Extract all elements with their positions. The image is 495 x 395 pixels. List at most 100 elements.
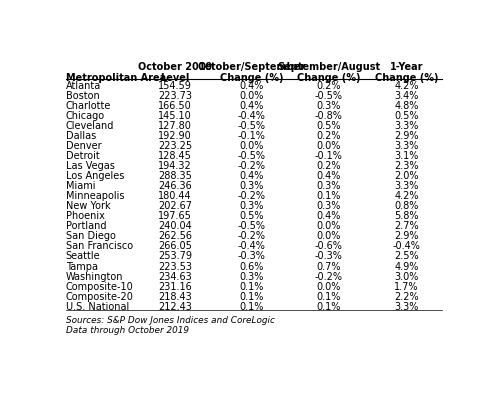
Text: 288.35: 288.35 — [158, 171, 192, 181]
Text: -0.8%: -0.8% — [314, 111, 343, 121]
Text: U.S. National: U.S. National — [66, 302, 129, 312]
Text: Sources: S&P Dow Jones Indices and CoreLogic: Sources: S&P Dow Jones Indices and CoreL… — [66, 316, 275, 325]
Text: -0.5%: -0.5% — [238, 151, 266, 161]
Text: 1.7%: 1.7% — [394, 282, 419, 292]
Text: 3.3%: 3.3% — [394, 181, 419, 191]
Text: -0.6%: -0.6% — [314, 241, 343, 252]
Text: 194.32: 194.32 — [158, 161, 192, 171]
Text: 2.9%: 2.9% — [394, 131, 419, 141]
Text: 240.04: 240.04 — [158, 221, 192, 231]
Text: 2.5%: 2.5% — [394, 252, 419, 261]
Text: 0.2%: 0.2% — [316, 161, 341, 171]
Text: New York: New York — [66, 201, 110, 211]
Text: September/August: September/August — [277, 62, 380, 72]
Text: 0.5%: 0.5% — [394, 111, 419, 121]
Text: 4.2%: 4.2% — [394, 81, 419, 91]
Text: Charlotte: Charlotte — [66, 101, 111, 111]
Text: 0.8%: 0.8% — [394, 201, 419, 211]
Text: 145.10: 145.10 — [158, 111, 192, 121]
Text: 0.1%: 0.1% — [240, 292, 264, 302]
Text: -0.5%: -0.5% — [238, 221, 266, 231]
Text: 0.1%: 0.1% — [240, 302, 264, 312]
Text: Cleveland: Cleveland — [66, 121, 114, 131]
Text: 0.5%: 0.5% — [316, 121, 341, 131]
Text: 128.45: 128.45 — [158, 151, 192, 161]
Text: 1-Year: 1-Year — [390, 62, 423, 72]
Text: 0.3%: 0.3% — [240, 201, 264, 211]
Text: -0.1%: -0.1% — [238, 131, 266, 141]
Text: Tampa: Tampa — [66, 261, 98, 271]
Text: 0.1%: 0.1% — [240, 282, 264, 292]
Text: 0.3%: 0.3% — [316, 181, 341, 191]
Text: -0.4%: -0.4% — [238, 111, 266, 121]
Text: -0.2%: -0.2% — [238, 191, 266, 201]
Text: 223.53: 223.53 — [158, 261, 192, 271]
Text: -0.5%: -0.5% — [314, 91, 343, 101]
Text: -0.3%: -0.3% — [238, 252, 266, 261]
Text: 154.59: 154.59 — [158, 81, 192, 91]
Text: 0.0%: 0.0% — [240, 141, 264, 151]
Text: Composite-20: Composite-20 — [66, 292, 134, 302]
Text: Minneapolis: Minneapolis — [66, 191, 124, 201]
Text: 0.1%: 0.1% — [316, 191, 341, 201]
Text: Portland: Portland — [66, 221, 106, 231]
Text: 2.7%: 2.7% — [394, 221, 419, 231]
Text: 3.3%: 3.3% — [394, 141, 419, 151]
Text: 0.2%: 0.2% — [316, 81, 341, 91]
Text: 4.2%: 4.2% — [394, 191, 419, 201]
Text: 0.1%: 0.1% — [316, 292, 341, 302]
Text: Denver: Denver — [66, 141, 101, 151]
Text: 0.0%: 0.0% — [316, 282, 341, 292]
Text: 0.0%: 0.0% — [316, 231, 341, 241]
Text: -0.3%: -0.3% — [314, 252, 343, 261]
Text: -0.1%: -0.1% — [314, 151, 343, 161]
Text: Detroit: Detroit — [66, 151, 99, 161]
Text: Boston: Boston — [66, 91, 99, 101]
Text: Phoenix: Phoenix — [66, 211, 104, 221]
Text: -0.2%: -0.2% — [238, 231, 266, 241]
Text: -0.4%: -0.4% — [238, 241, 266, 252]
Text: -0.2%: -0.2% — [314, 271, 343, 282]
Text: 0.4%: 0.4% — [240, 81, 264, 91]
Text: 253.79: 253.79 — [158, 252, 192, 261]
Text: Washington: Washington — [66, 271, 123, 282]
Text: 0.3%: 0.3% — [316, 201, 341, 211]
Text: 223.73: 223.73 — [158, 91, 192, 101]
Text: 2.0%: 2.0% — [394, 171, 419, 181]
Text: 0.0%: 0.0% — [316, 141, 341, 151]
Text: -0.5%: -0.5% — [238, 121, 266, 131]
Text: 5.8%: 5.8% — [394, 211, 419, 221]
Text: Change (%): Change (%) — [297, 73, 360, 83]
Text: 2.3%: 2.3% — [394, 161, 419, 171]
Text: 4.8%: 4.8% — [394, 101, 419, 111]
Text: Las Vegas: Las Vegas — [66, 161, 114, 171]
Text: October 2019: October 2019 — [138, 62, 212, 72]
Text: San Diego: San Diego — [66, 231, 116, 241]
Text: Seattle: Seattle — [66, 252, 100, 261]
Text: Los Angeles: Los Angeles — [66, 171, 124, 181]
Text: 0.6%: 0.6% — [240, 261, 264, 271]
Text: 231.16: 231.16 — [158, 282, 192, 292]
Text: 3.4%: 3.4% — [394, 91, 419, 101]
Text: 127.80: 127.80 — [158, 121, 192, 131]
Text: 2.9%: 2.9% — [394, 231, 419, 241]
Text: -0.4%: -0.4% — [393, 241, 420, 252]
Text: 246.36: 246.36 — [158, 181, 192, 191]
Text: 0.3%: 0.3% — [240, 181, 264, 191]
Text: 3.1%: 3.1% — [394, 151, 419, 161]
Text: Dallas: Dallas — [66, 131, 96, 141]
Text: 202.67: 202.67 — [158, 201, 192, 211]
Text: 3.3%: 3.3% — [394, 302, 419, 312]
Text: 0.3%: 0.3% — [316, 101, 341, 111]
Text: Miami: Miami — [66, 181, 95, 191]
Text: 180.44: 180.44 — [158, 191, 192, 201]
Text: Level: Level — [160, 73, 190, 83]
Text: Data through October 2019: Data through October 2019 — [66, 326, 189, 335]
Text: 4.9%: 4.9% — [394, 261, 419, 271]
Text: 218.43: 218.43 — [158, 292, 192, 302]
Text: Change (%): Change (%) — [220, 73, 284, 83]
Text: 212.43: 212.43 — [158, 302, 192, 312]
Text: 0.1%: 0.1% — [316, 302, 341, 312]
Text: 197.65: 197.65 — [158, 211, 192, 221]
Text: 0.2%: 0.2% — [316, 131, 341, 141]
